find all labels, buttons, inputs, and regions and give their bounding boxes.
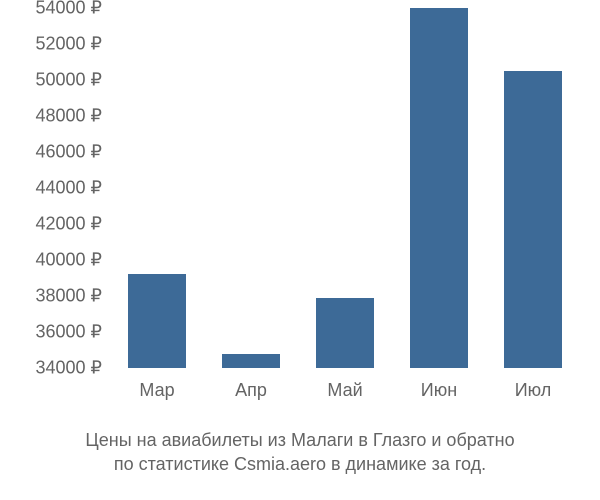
caption-line-1: Цены на авиабилеты из Малаги в Глазго и … [0,428,600,452]
y-tick-label: 52000 ₽ [35,34,110,55]
y-tick-label: 40000 ₽ [35,250,110,271]
x-tick-label: Май [327,368,362,401]
bar [222,354,280,368]
bar [128,274,186,368]
bars-layer [110,8,580,368]
y-tick-label: 38000 ₽ [35,286,110,307]
x-tick-label: Июл [515,368,552,401]
y-tick-label: 54000 ₽ [35,0,110,19]
x-tick-label: Июн [421,368,457,401]
bar [410,8,468,368]
x-tick-label: Апр [235,368,267,401]
caption-line-2: по статистике Csmia.aero в динамике за г… [0,452,600,476]
y-tick-label: 50000 ₽ [35,70,110,91]
y-tick-label: 36000 ₽ [35,322,110,343]
y-tick-label: 44000 ₽ [35,178,110,199]
y-tick-label: 46000 ₽ [35,142,110,163]
y-tick-label: 42000 ₽ [35,214,110,235]
x-tick-label: Мар [139,368,174,401]
chart-caption: Цены на авиабилеты из Малаги в Глазго и … [0,428,600,477]
y-tick-label: 34000 ₽ [35,358,110,379]
chart-container: 34000 ₽ 36000 ₽ 38000 ₽ 40000 ₽ 42000 ₽ 44000… [0,0,600,500]
bar [504,71,562,368]
plot-area: 34000 ₽36000 ₽38000 ₽40000 ₽42000 ₽44000… [110,8,580,368]
y-tick-label: 48000 ₽ [35,106,110,127]
bar [316,298,374,368]
